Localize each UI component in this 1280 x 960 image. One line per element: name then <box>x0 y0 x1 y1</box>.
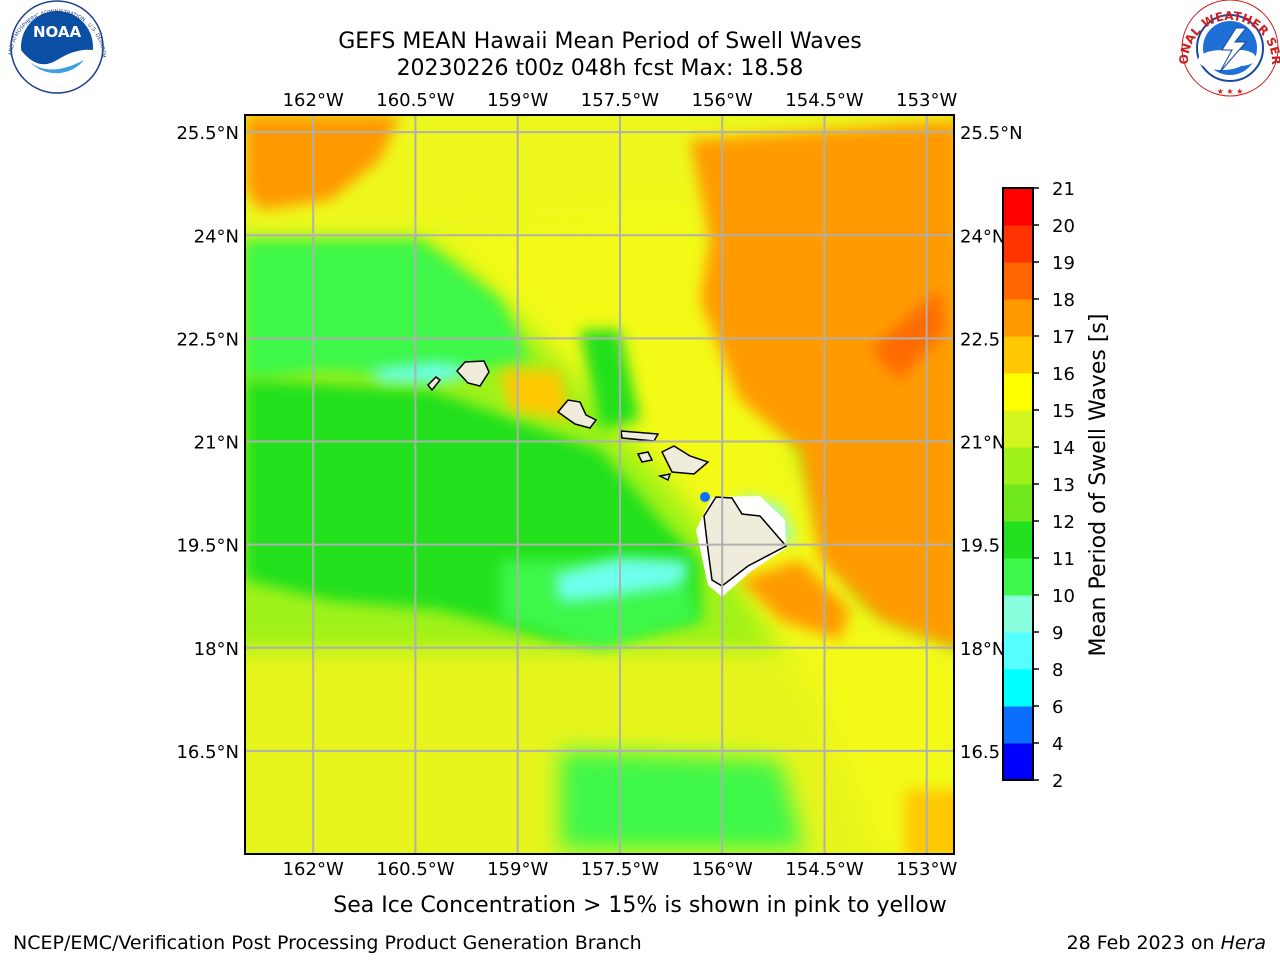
lon-tick-label-top: 154.5°W <box>785 90 864 111</box>
colorbar-tick-label: 11 <box>1052 549 1075 570</box>
colorbar-tick-label: 4 <box>1052 734 1063 755</box>
colorbar-tick-label: 21 <box>1052 179 1075 200</box>
colorbar-label: Mean Period of Swell Waves [s] <box>1086 314 1111 657</box>
footer-host: Hera <box>1220 932 1266 954</box>
colorbar-swatch <box>1003 262 1033 300</box>
lat-tick-label-left: 24°N <box>194 226 239 247</box>
colorbar-swatch <box>1003 669 1033 707</box>
colorbar-swatch <box>1003 299 1033 337</box>
colorbar-swatch <box>1003 188 1033 226</box>
map-subtitle: 20230226 t00z 048h fcst Max: 18.58 <box>397 56 804 81</box>
colorbar-swatch <box>1003 336 1033 374</box>
colorbar-tick-label: 19 <box>1052 253 1075 274</box>
lat-tick-label-left: 25.5°N <box>176 123 239 144</box>
colorbar-swatch <box>1003 558 1033 596</box>
colorbar-tick-label: 15 <box>1052 401 1075 422</box>
svg-text:★ ★ ★: ★ ★ ★ <box>1217 87 1244 96</box>
colorbar-swatch <box>1003 484 1033 522</box>
lon-tick-label-top: 159°W <box>487 90 548 111</box>
lon-tick-label-top: 157.5°W <box>581 90 660 111</box>
lat-tick-label-left: 18°N <box>194 639 239 660</box>
gridlines <box>245 115 954 854</box>
lon-tick-label-bottom: 159°W <box>487 859 548 880</box>
lon-tick-label-bottom: 160.5°W <box>376 859 455 880</box>
lon-tick-label-bottom: 157.5°W <box>581 859 660 880</box>
colorbar-swatch <box>1003 632 1033 670</box>
colorbar-swatch <box>1003 410 1033 448</box>
colorbar-tick-label: 17 <box>1052 327 1075 348</box>
lat-tick-label-left: 16.5°N <box>176 742 239 763</box>
lon-tick-label-top: 162°W <box>283 90 344 111</box>
footer-date: 28 Feb 2023 on Hera <box>1067 932 1266 954</box>
colorbar-tick-label: 14 <box>1052 438 1075 459</box>
lon-tick-label-top: 153°W <box>896 90 957 111</box>
colorbar-swatch <box>1003 373 1033 411</box>
noaa-logo: NOAA NATIONAL OCEANIC AND ATMOSPHERIC AD… <box>0 0 106 94</box>
colorbar-tick-label: 16 <box>1052 364 1075 385</box>
sea-ice-note: Sea Ice Concentration > 15% is shown in … <box>333 893 947 918</box>
colorbar-tick-label: 20 <box>1052 216 1075 237</box>
colorbar-tick-label: 2 <box>1052 771 1063 792</box>
colorbar-tick-label: 12 <box>1052 512 1075 533</box>
colorbar-swatch <box>1003 225 1033 263</box>
footer-credit: NCEP/EMC/Verification Post Processing Pr… <box>13 932 642 954</box>
colorbar-tick-label: 18 <box>1052 290 1075 311</box>
lon-tick-label-bottom: 154.5°W <box>785 859 864 880</box>
lat-tick-label-right: 24°N <box>960 226 1005 247</box>
lat-tick-label-right: 21°N <box>960 433 1005 454</box>
map-title: GEFS MEAN Hawaii Mean Period of Swell Wa… <box>338 29 862 54</box>
map-plot: 162°W 160.5°W 159°W 157.5°W 156°W 154.5°W 153°… <box>176 90 1022 880</box>
lat-tick-label-left: 19.5°N <box>176 536 239 557</box>
lon-tick-label-bottom: 162°W <box>283 859 344 880</box>
lon-tick-label-bottom: 156°W <box>692 859 753 880</box>
colorbar-tick-label: 13 <box>1052 475 1075 496</box>
swell-period-field <box>245 115 954 854</box>
colorbar-tick-label: 10 <box>1052 586 1075 607</box>
colorbar-swatch <box>1003 521 1033 559</box>
noaa-logo-text: NOAA <box>33 23 82 41</box>
lat-tick-label-right: 18°N <box>960 639 1005 660</box>
footer-date-text: 28 Feb 2023 on <box>1066 932 1221 954</box>
lon-tick-label-top: 156°W <box>692 90 753 111</box>
lon-tick-label-bottom: 153°W <box>896 859 957 880</box>
colorbar-tick-label: 8 <box>1052 660 1063 681</box>
map-frame <box>244 114 955 855</box>
colorbar-swatch <box>1003 706 1033 744</box>
lon-tick-label-top: 160.5°W <box>376 90 455 111</box>
colorbar-swatch <box>1003 595 1033 633</box>
colorbar-swatch <box>1003 743 1033 781</box>
hawaiian-islands <box>426 360 788 587</box>
colorbar-tick-label: 6 <box>1052 697 1063 718</box>
colorbar: 2 4 6 8 9 10 11 12 13 14 15 16 17 18 19 20 21 Mean Perio… <box>1002 179 1111 792</box>
lat-tick-label-right: 25.5°N <box>960 123 1023 144</box>
colorbar-tick-label: 9 <box>1052 623 1063 644</box>
lat-tick-label-left: 22.5°N <box>176 329 239 350</box>
colorbar-swatch <box>1003 447 1033 485</box>
lat-tick-label-left: 21°N <box>194 433 239 454</box>
